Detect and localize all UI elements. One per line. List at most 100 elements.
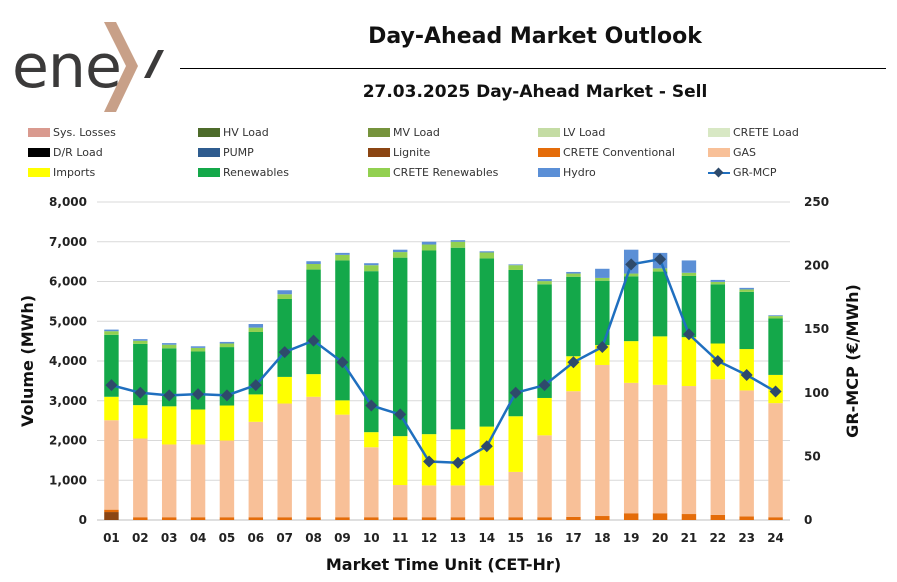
x-tick-label: 06 — [247, 531, 264, 545]
bar-crete-renewables-20 — [652, 268, 668, 272]
y2-tick-label: 150 — [804, 322, 829, 336]
bar-imports-16 — [537, 397, 552, 436]
y-tick-label: 2,000 — [49, 434, 87, 448]
bar-crete-renewables-12 — [421, 244, 437, 251]
x-tick-label: 11 — [392, 531, 409, 545]
bar-crete-renewables-05 — [219, 343, 235, 348]
bar-crete-conventional-07 — [277, 517, 292, 520]
y-tick-label: 8,000 — [49, 195, 87, 209]
y-axis-title: Volume (MWh) — [18, 295, 37, 427]
bar-crete-renewables-03 — [161, 344, 177, 349]
bar-gas-24 — [768, 403, 783, 518]
bar-imports-10 — [364, 432, 379, 448]
bar-imports-08 — [306, 374, 321, 397]
bar-hydro-06 — [248, 324, 264, 328]
legend-label: Renewables — [223, 166, 289, 179]
bar-crete-conventional-11 — [392, 517, 408, 520]
bar-gas-17 — [566, 391, 581, 517]
bar-hydro-18 — [595, 268, 610, 278]
x-tick-label: 10 — [363, 531, 380, 545]
y-tick-label: 4,000 — [49, 354, 87, 368]
bar-crete-renewables-13 — [450, 241, 466, 248]
y2-tick-label: 250 — [804, 195, 829, 209]
bar-renewables-22 — [710, 284, 726, 344]
bar-imports-11 — [392, 436, 408, 486]
bar-crete-conventional-18 — [595, 516, 610, 520]
bar-imports-04 — [190, 409, 206, 445]
legend-swatch — [538, 168, 560, 177]
bar-gas-20 — [652, 384, 668, 514]
legend-swatch — [198, 168, 220, 177]
legend-label: D/R Load — [53, 146, 103, 159]
y2-axis-title: GR-MCP (€/MWh) — [843, 284, 862, 438]
bar-crete-renewables-01 — [104, 331, 119, 335]
legend-item-lignite: Lignite — [368, 146, 430, 159]
bar-crete-conventional-01 — [104, 509, 119, 513]
bar-crete-conventional-08 — [306, 517, 321, 520]
bar-crete-renewables-10 — [364, 265, 379, 272]
bar-gas-14 — [479, 485, 495, 518]
bar-hydro-17 — [566, 271, 581, 274]
bar-renewables-17 — [566, 276, 581, 357]
mcp-point-01 — [105, 379, 118, 392]
legend-swatch — [368, 128, 390, 137]
bar-gas-07 — [277, 403, 292, 518]
legend-item-d-r-load: D/R Load — [28, 146, 103, 159]
legend-swatch — [198, 128, 220, 137]
bar-crete-conventional-16 — [537, 517, 552, 520]
legend-label: Imports — [53, 166, 96, 179]
bar-crete-conventional-14 — [479, 517, 495, 520]
mcp-point-08 — [307, 334, 320, 347]
bar-gas-08 — [306, 396, 321, 518]
y2-tick-label: 200 — [804, 259, 829, 273]
bar-crete-conventional-09 — [335, 517, 350, 520]
bar-crete-renewables-08 — [306, 264, 321, 270]
bar-crete-renewables-16 — [537, 281, 552, 285]
bar-crete-conventional-10 — [364, 517, 379, 520]
x-tick-label: 14 — [478, 531, 495, 545]
page-title: Day-Ahead Market Outlook — [368, 24, 702, 49]
legend-item-lv-load: LV Load — [538, 126, 605, 139]
bar-hydro-14 — [479, 251, 495, 253]
bar-renewables-16 — [537, 284, 552, 398]
x-tick-label: 13 — [450, 531, 467, 545]
legend-label: HV Load — [223, 126, 269, 139]
bar-hydro-01 — [104, 329, 119, 332]
y-tick-label: 6,000 — [49, 275, 87, 289]
x-tick-label: 05 — [219, 531, 236, 545]
bar-hydro-09 — [335, 252, 350, 255]
bar-crete-renewables-22 — [710, 281, 726, 285]
bar-renewables-13 — [450, 247, 466, 430]
legend-item-crete-load: CRETE Load — [708, 126, 799, 139]
legend-swatch — [28, 168, 50, 177]
x-axis-title: Market Time Unit (CET-Hr) — [326, 555, 561, 574]
bar-renewables-02 — [133, 343, 148, 406]
bar-imports-01 — [104, 396, 119, 421]
bar-gas-23 — [739, 390, 754, 517]
bar-imports-15 — [508, 416, 523, 472]
legend-label: GAS — [733, 146, 757, 159]
legend-label: PUMP — [223, 146, 254, 159]
bar-imports-07 — [277, 376, 292, 404]
mcp-point-15 — [509, 386, 522, 399]
bar-gas-06 — [248, 421, 264, 518]
bar-imports-06 — [248, 394, 264, 422]
bar-renewables-11 — [392, 257, 408, 437]
bar-gas-12 — [421, 485, 437, 518]
bar-hydro-23 — [739, 287, 754, 290]
bar-gas-22 — [710, 379, 726, 515]
bar-hydro-10 — [364, 263, 379, 266]
y-tick-label: 1,000 — [49, 473, 87, 487]
y2-tick-label: 100 — [804, 386, 829, 400]
y-tick-label: 3,000 — [49, 394, 87, 408]
legend-item-hv-load: HV Load — [198, 126, 269, 139]
mcp-point-22 — [711, 355, 724, 367]
bar-gas-15 — [508, 471, 523, 518]
mcp-point-05 — [220, 389, 233, 402]
bar-renewables-24 — [768, 318, 783, 375]
x-tick-label: 19 — [623, 531, 640, 545]
x-tick-label: 18 — [594, 531, 611, 545]
bar-hydro-08 — [306, 261, 321, 265]
x-tick-label: 04 — [190, 531, 207, 545]
bar-crete-renewables-02 — [133, 340, 148, 344]
